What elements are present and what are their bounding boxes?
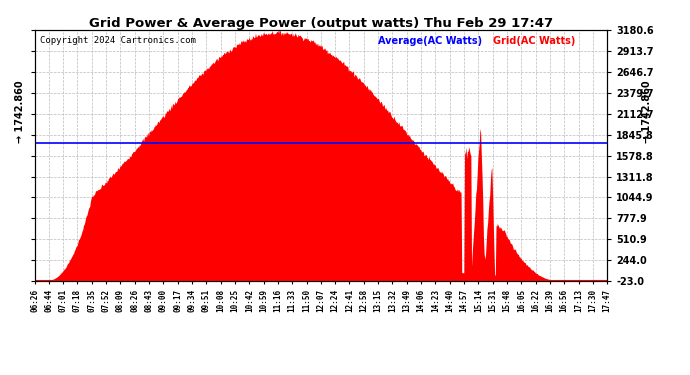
Text: Copyright 2024 Cartronics.com: Copyright 2024 Cartronics.com — [40, 36, 196, 45]
Text: Grid(AC Watts): Grid(AC Watts) — [493, 36, 575, 46]
Text: → 1742.860: → 1742.860 — [15, 80, 25, 143]
Title: Grid Power & Average Power (output watts) Thu Feb 29 17:47: Grid Power & Average Power (output watts… — [89, 17, 553, 30]
Text: → 1742.860: → 1742.860 — [642, 80, 652, 143]
Text: Average(AC Watts): Average(AC Watts) — [378, 36, 482, 46]
